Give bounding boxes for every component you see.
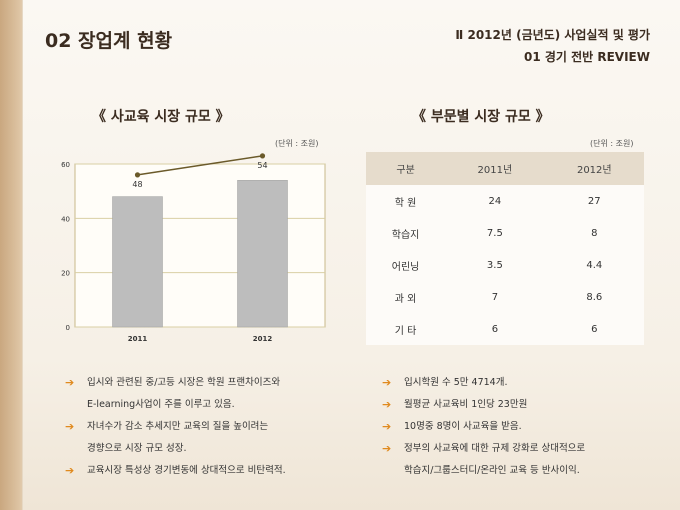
segment-table: 구분 2011년 2012년 학 원 24 27 학습지 7.5 8 어린닝 3… [366,152,644,345]
table-cell: 3.5 [445,249,545,281]
table-row: 과 외 7 8.6 [366,281,644,313]
trend-point [134,172,141,178]
arrow-icon: ➔ [382,376,392,389]
note-item: 경향으로 시장 규모 성장. [65,438,286,460]
table-row: 학습지 7.5 8 [366,217,644,249]
x-tick-label: 2011 [128,335,148,343]
x-tick-label: 2012 [253,335,273,343]
table-cell: 8.6 [544,281,644,313]
notes-right: ➔ 입시학원 수 5만 4714개. ➔ 월평균 사교육비 1인당 23만원 ➔ 10… [382,372,585,482]
arrow-icon: ➔ [65,376,75,389]
data-label: 48 [132,180,142,189]
y-tick-label: 20 [61,270,70,278]
note-text: 학습지/그룹스터디/온라인 교육 등 반사이익. [404,465,580,476]
note-item: ➔ 정부의 사교육에 대한 규제 강화로 상대적으로 [382,438,585,460]
section-info: Ⅱ 2012년 (금년도) 사업실적 및 평가 01 경기 전반 REVIEW [455,24,650,68]
note-item: 학습지/그룹스터디/온라인 교육 등 반사이익. [382,460,585,482]
table-cell: 4.4 [544,249,644,281]
trend-line [137,155,263,176]
table-row: 학 원 24 27 [366,185,644,217]
table-header-cell: 구분 [366,152,446,185]
arrow-icon: ➔ [382,398,392,411]
note-item: ➔ 10명중 8명이 사교육을 받음. [382,416,585,438]
table-cell: 7 [445,281,545,313]
bar [237,180,288,328]
note-item: ➔ 교육시장 특성상 경기변동에 상대적으로 비탄력적. [65,460,286,482]
note-text: 입시와 관련된 중/고등 시장은 학원 프랜차이즈와 [87,377,281,388]
market-size-chart: 0 20 40 60 2011 2012 48 54 [61,153,326,343]
table-cell: 학습지 [366,217,446,249]
y-tick-label: 60 [61,161,70,169]
note-text: 경향으로 시장 규모 성장. [87,443,187,454]
note-text: 교육시장 특성상 경기변동에 상대적으로 비탄력적. [87,465,286,476]
arrow-icon: ➔ [65,420,75,433]
note-item: ➔ 월평균 사교육비 1인당 23만원 [382,394,585,416]
y-tick-label: 0 [66,324,70,332]
note-item: ➔ 자녀수가 감소 추세지만 교육의 질을 높이려는 [65,416,286,438]
arrow-icon: ➔ [382,420,392,433]
table-cell: 과 외 [366,281,446,313]
note-item: E-learning사업이 주를 이루고 있음. [65,394,286,416]
page-title: 02 장업계 현황 [45,30,173,52]
note-text: 입시학원 수 5만 4714개. [404,377,508,388]
chart-unit-label: (단위 : 조원) [275,139,319,148]
arrow-icon: ➔ [382,442,392,455]
table-cell: 8 [544,217,644,249]
table-cell: 24 [445,185,545,217]
arrow-icon: ➔ [65,464,75,477]
y-tick-label: 40 [61,215,70,223]
left-heading: 《 사교육 시장 규모 》 [92,109,230,125]
table-cell: 6 [544,313,644,345]
table-cell: 27 [544,185,644,217]
note-text: E-learning사업이 주를 이루고 있음. [87,399,235,410]
table-cell: 학 원 [366,185,446,217]
note-text: 월평균 사교육비 1인당 23만원 [404,399,528,410]
right-heading: 《 부문별 시장 규모 》 [412,109,550,125]
trend-point [259,153,266,159]
table-header-cell: 2011년 [445,152,545,185]
table-row: 기 타 6 6 [366,313,644,345]
table-header-row: 구분 2011년 2012년 [366,152,644,185]
table-cell: 6 [445,313,545,345]
table-cell: 기 타 [366,313,446,345]
table-header-cell: 2012년 [544,152,644,185]
table-cell: 어린닝 [366,249,446,281]
table-row: 어린닝 3.5 4.4 [366,249,644,281]
note-text: 10명중 8명이 사교육을 받음. [404,421,522,432]
note-item: ➔ 입시와 관련된 중/고등 시장은 학원 프랜차이즈와 [65,372,286,394]
notes-left: ➔ 입시와 관련된 중/고등 시장은 학원 프랜차이즈와 E-learning사업… [65,372,286,482]
note-item: ➔ 입시학원 수 5만 4714개. [382,372,585,394]
data-label: 54 [257,161,267,170]
table-cell: 7.5 [445,217,545,249]
subsection-title: 01 경기 전반 REVIEW [523,50,650,64]
table-unit-label: (단위 : 조원) [590,139,634,148]
note-text: 정부의 사교육에 대한 규제 강화로 상대적으로 [404,443,586,454]
note-text: 자녀수가 감소 추세지만 교육의 질을 높이려는 [87,421,269,432]
bar [112,196,163,328]
section-title: Ⅱ 2012년 (금년도) 사업실적 및 평가 [455,28,650,42]
